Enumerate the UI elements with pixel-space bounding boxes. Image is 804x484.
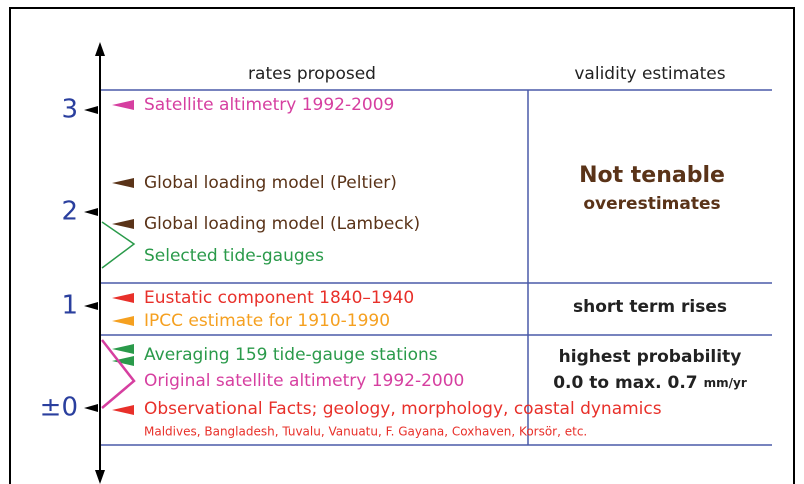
entry: Observational Facts; geology, morphology… [144,399,662,419]
entry: Satellite altimetry 1992-2009 [144,95,394,115]
axis-label: 2 [61,197,78,227]
frame [9,7,795,484]
entry: Original satellite altimetry 1992-2000 [144,371,464,391]
validity-range: 0.0 to max. 0.7 [553,373,697,393]
entry-note: Maldives, Bangladesh, Tuvalu, Vanuatu, F… [144,425,587,439]
axis-labels: 3 2 1 ±0 [40,95,78,423]
axis-ticks [84,106,98,412]
axis-arrow [95,42,105,56]
validity: highest probability [559,347,742,367]
entry: Eustatic component 1840–1940 [144,288,414,308]
validity: Not tenable [579,163,725,188]
entry: Averaging 159 tide-gauge stations [144,345,438,365]
axis-label: ±0 [40,393,78,423]
entry: Global loading model (Peltier) [144,173,397,193]
validity-unit: mm/yr [704,376,747,390]
markers [101,100,136,415]
axis-label: 1 [61,291,78,321]
validity: 0.0 to max. 0.7 mm/yr [553,373,747,393]
entry: Global loading model (Lambeck) [144,214,420,234]
validity: short term rises [573,297,727,317]
entry: IPCC estimate for 1910-1990 [144,311,390,331]
table-lines [100,89,772,446]
header: rates proposed [248,64,376,84]
axis-arrow [95,470,105,484]
validity: overestimates [583,194,720,214]
header: validity estimates [574,64,725,84]
axis-label: 3 [61,95,78,125]
entry: Selected tide-gauges [144,246,324,266]
